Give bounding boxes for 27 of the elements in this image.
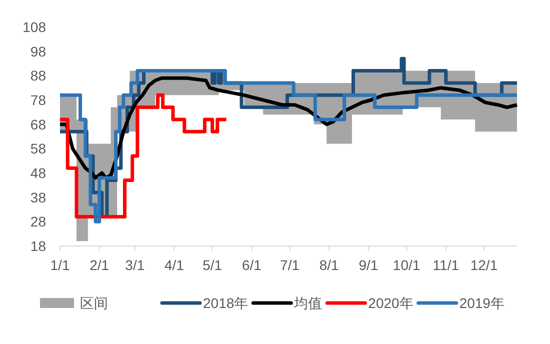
legend-label: 2019年 [459,295,504,311]
y-tick-label: 98 [30,43,46,60]
x-tick-label: 1/1 [50,257,70,273]
x-tick-label: 5/1 [202,257,222,273]
x-tick-label: 4/1 [164,257,184,273]
legend-label: 区间 [80,295,108,311]
x-tick-label: 3/1 [125,257,145,273]
y-tick-label: 88 [30,68,46,84]
x-tick-label: 2/1 [90,257,110,273]
y-tick-label: 108 [22,19,46,35]
y-tick-label: 48 [30,165,46,181]
y-tick-label: 78 [30,92,46,108]
x-tick-label: 7/1 [280,257,300,273]
y-tick-label: 38 [30,189,46,206]
x-tick-label: 12/1 [470,257,498,273]
legend-label: 均值 [293,295,322,311]
y-tick-label: 58 [30,140,46,157]
legend-label: 2020年 [368,295,414,311]
x-tick-label: 8/1 [319,257,340,273]
y-tick-label: 68 [30,116,46,132]
x-tick-label: 10/1 [392,257,420,273]
x-tick-label: 11/1 [432,257,460,273]
y-tick-label: 18 [30,238,46,254]
legend-label: 2018年 [203,295,248,311]
y-tick-label: 28 [30,214,46,230]
x-tick-label: 9/1 [358,257,378,273]
x-tick-label: 6/1 [242,257,262,273]
